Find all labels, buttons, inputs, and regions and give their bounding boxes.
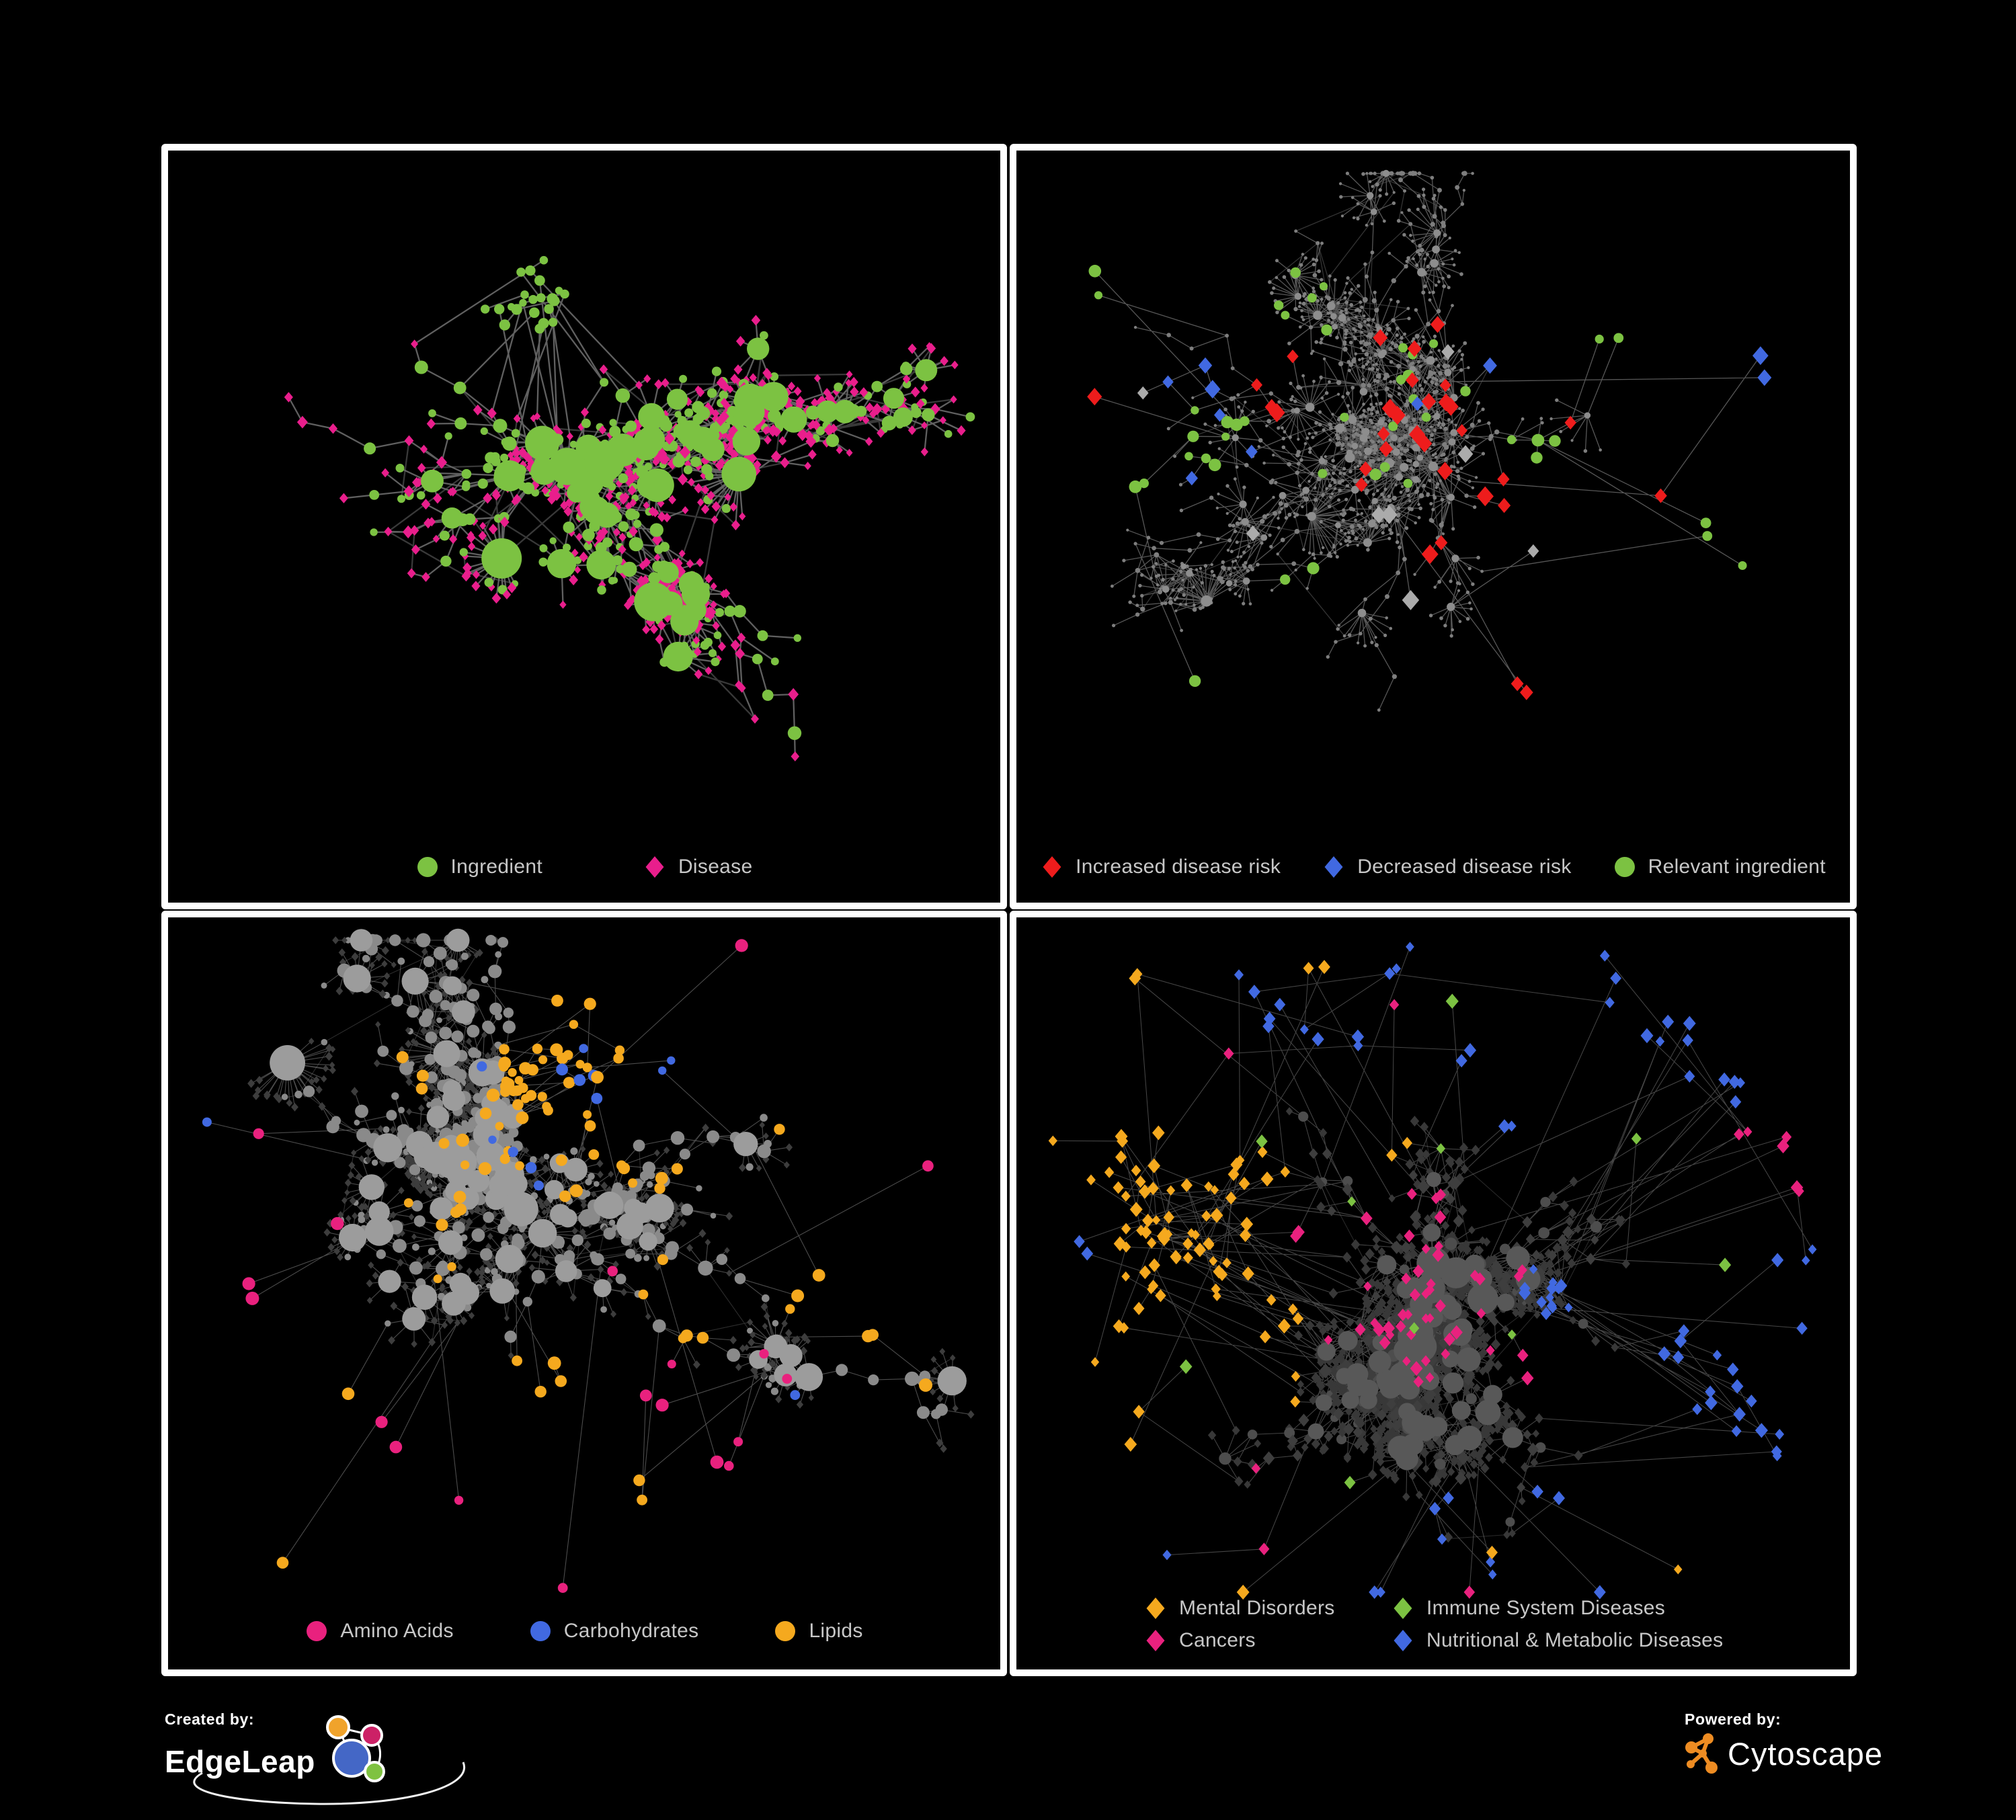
legend-marker-circle-icon [307, 1621, 327, 1641]
legend-macronutrients: Amino Acids Carbohydrates Lipids [168, 1620, 1000, 1643]
legend-label: Decreased disease risk [1357, 856, 1572, 878]
edgeleap-logo-text: EdgeLeap [165, 1744, 315, 1779]
powered-by-label: Powered by: [1685, 1710, 1781, 1728]
created-by-label: Created by: [165, 1710, 255, 1728]
panel-disease-classes-network: Mental Disorders Immune System Diseases Ca… [1010, 911, 1857, 1676]
edgeleap-logo-icon [325, 1715, 385, 1782]
legend-marker-diamond-icon [1146, 1630, 1165, 1651]
legend-label: Ingredient [450, 856, 542, 878]
legend-label: Immune System Diseases [1426, 1597, 1666, 1619]
legend-item-amino-acids: Amino Acids [305, 1620, 453, 1643]
legend-label: Lipids [809, 1620, 863, 1642]
legend-item-nutritional-metabolic-diseases: Nutritional & Metabolic Diseases [1392, 1629, 1723, 1652]
legend-item-cancers: Cancers [1144, 1629, 1392, 1652]
legend-marker-diamond-icon [1394, 1630, 1412, 1651]
network-graph-macronutrients [202, 928, 975, 1594]
legend-item-ingredient: Ingredient [416, 856, 542, 878]
legend-ingredient-disease: Ingredient Disease [168, 856, 1000, 878]
panel-macronutrients-network: Amino Acids Carbohydrates Lipids [161, 911, 1007, 1676]
legend-disease-classes: Mental Disorders Immune System Diseases Ca… [1144, 1597, 1723, 1652]
legend-marker-circle-icon [417, 857, 438, 877]
legend-marker-diamond-icon [645, 856, 664, 878]
legend-marker-circle-icon [530, 1621, 551, 1641]
cytoscape-logo-text: Cytoscape [1728, 1735, 1884, 1772]
legend-label: Relevant ingredient [1648, 856, 1826, 878]
legend-label: Carbohydrates [563, 1620, 699, 1642]
legend-marker-diamond-icon [1324, 856, 1343, 878]
legend-label: Amino Acids [340, 1620, 454, 1642]
legend-item-lipids: Lipids [774, 1620, 862, 1643]
legend-item-decreased-disease-risk: Decreased disease risk [1322, 856, 1571, 878]
legend-disease-risk: Increased disease risk Decreased disease … [1016, 856, 1850, 878]
legend-label: Increased disease risk [1076, 856, 1281, 878]
powered-by-block: Powered by: Cytoscape [1685, 1710, 1967, 1791]
legend-marker-diamond-icon [1146, 1598, 1165, 1619]
legend-marker-diamond-icon [1394, 1598, 1412, 1619]
legend-item-mental-disorders: Mental Disorders [1144, 1597, 1392, 1620]
created-by-block: Created by: EdgeLeap [165, 1710, 541, 1818]
legend-item-disease: Disease [643, 856, 752, 878]
legend-item-carbohydrates: Carbohydrates [529, 1620, 699, 1643]
legend-label: Mental Disorders [1179, 1597, 1335, 1619]
legend-label: Cancers [1179, 1629, 1256, 1651]
legend-marker-circle-icon [775, 1621, 796, 1641]
panel-disease-risk-network: Increased disease risk Decreased disease … [1010, 144, 1857, 909]
legend-marker-circle-icon [1614, 857, 1635, 877]
legend-label: Disease [678, 856, 753, 878]
legend-marker-diamond-icon [1043, 856, 1061, 878]
legend-item-increased-disease-risk: Increased disease risk [1041, 856, 1281, 878]
network-graph-disease-classes [1048, 942, 1817, 1600]
legend-item-immune-system-diseases: Immune System Diseases [1392, 1597, 1723, 1620]
panel-ingredient-disease-network: Ingredient Disease [161, 144, 1007, 909]
legend-label: Nutritional & Metabolic Diseases [1426, 1629, 1724, 1651]
cytoscape-logo-icon [1685, 1733, 1718, 1774]
legend-item-relevant-ingredient: Relevant ingredient [1613, 856, 1826, 878]
network-graph-disease-risk [1087, 169, 1772, 712]
network-graph-ingredient-disease [284, 255, 975, 761]
